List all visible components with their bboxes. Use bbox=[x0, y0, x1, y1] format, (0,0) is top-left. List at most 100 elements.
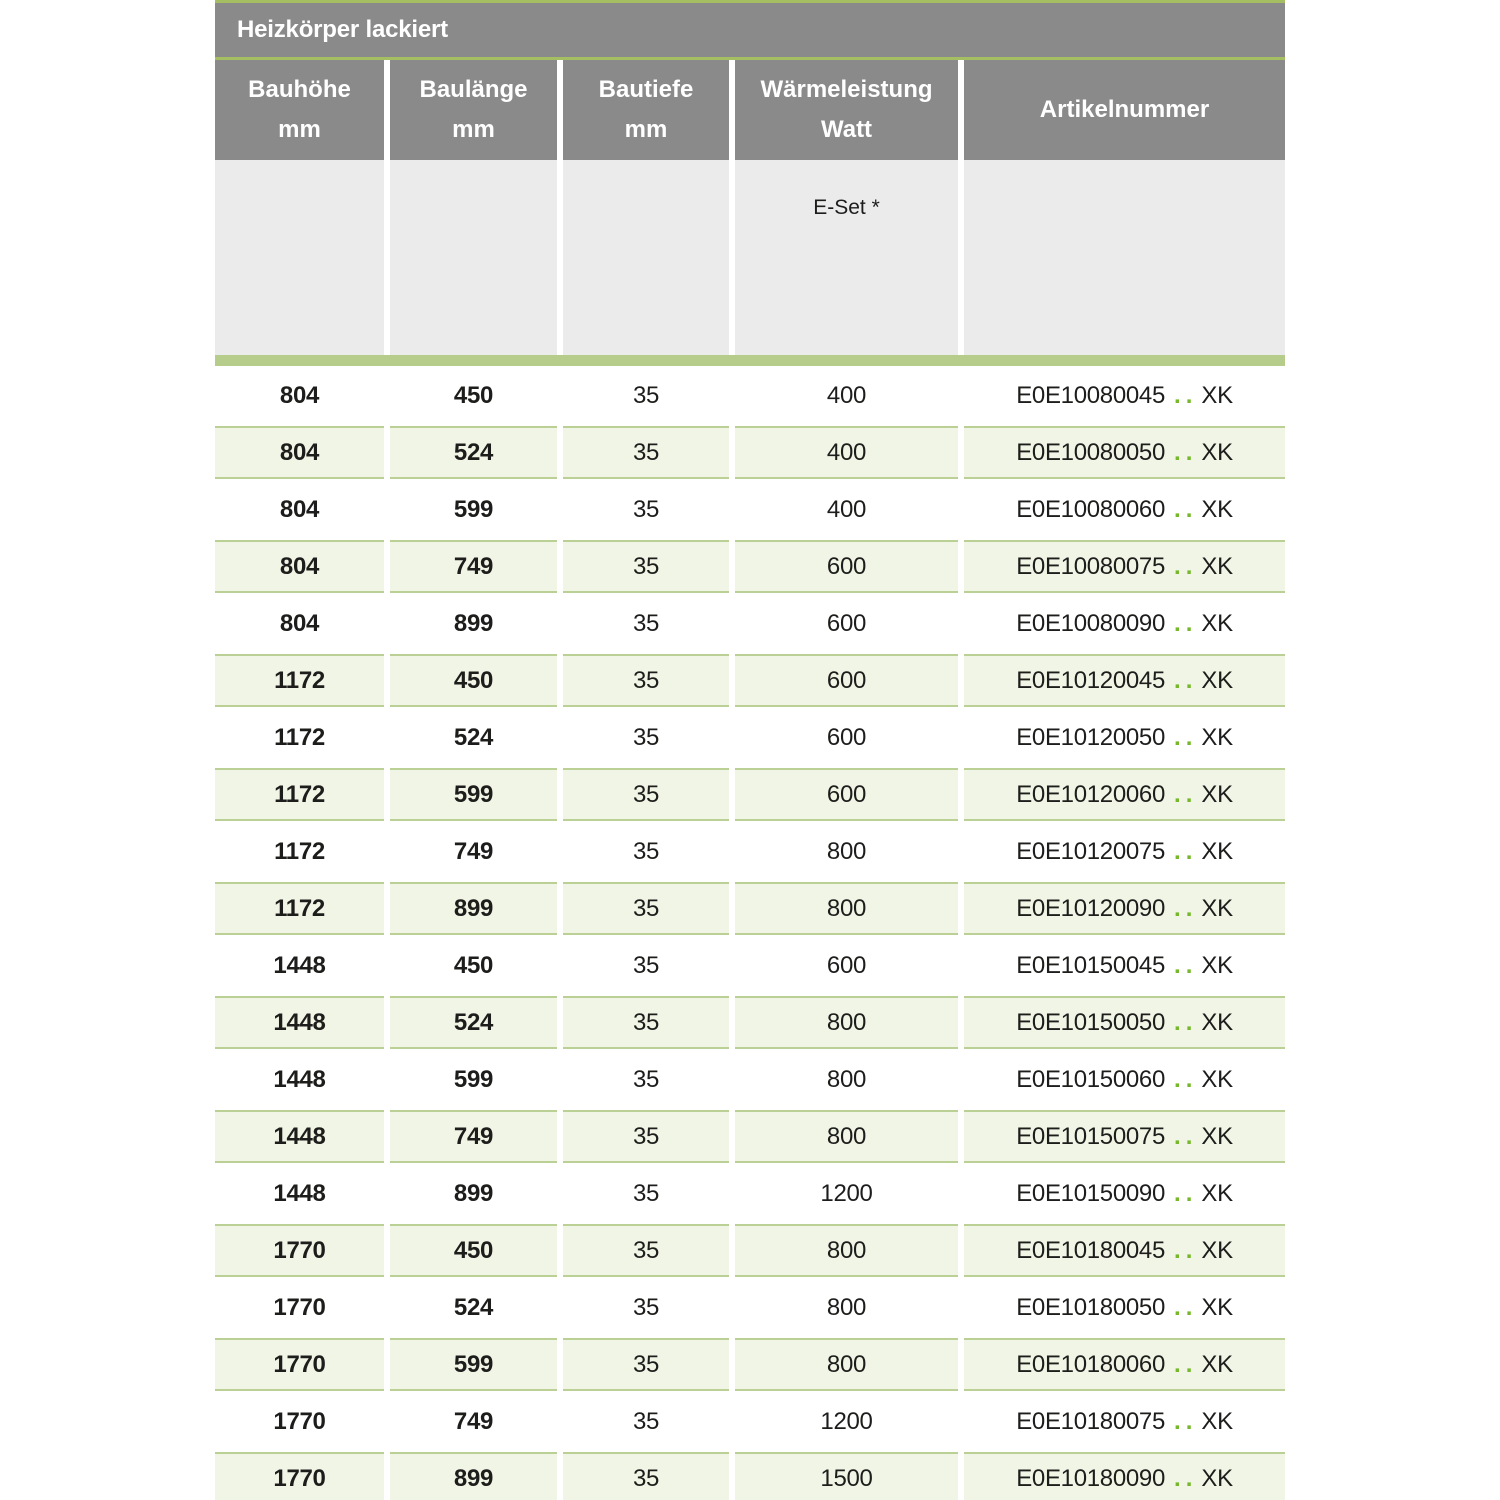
cell-artikelnummer: E0E10150060.. XK bbox=[964, 1053, 1285, 1106]
table-row: 1448 899 35 1200 E0E10150090.. XK bbox=[215, 1167, 1285, 1220]
artikel-prefix: E0E10180075 bbox=[1016, 1407, 1166, 1435]
cell-artikelnummer: E0E10180075.. XK bbox=[964, 1395, 1285, 1448]
artikel-prefix: E0E10080090 bbox=[1016, 609, 1166, 637]
cell-baulaenge: 450 bbox=[390, 939, 557, 992]
cell-bautiefe: 35 bbox=[563, 882, 729, 935]
artikel-placeholder-dots: .. bbox=[1174, 438, 1198, 466]
cell-bauhoehe: 1448 bbox=[215, 939, 384, 992]
cell-bauhoehe: 1448 bbox=[215, 996, 384, 1049]
cell-bautiefe: 35 bbox=[563, 1452, 729, 1500]
subheader-cell bbox=[215, 160, 384, 355]
cell-waermeleistung: 600 bbox=[735, 654, 958, 707]
cell-bauhoehe: 804 bbox=[215, 426, 384, 479]
cell-baulaenge: 599 bbox=[390, 1338, 557, 1391]
cell-baulaenge: 450 bbox=[390, 1224, 557, 1277]
artikel-prefix: E0E10180045 bbox=[1016, 1236, 1166, 1264]
cell-artikelnummer: E0E10080045.. XK bbox=[964, 369, 1285, 422]
header-bottom-accent-bar bbox=[215, 355, 1285, 366]
artikel-prefix: E0E10120090 bbox=[1016, 894, 1166, 922]
artikel-placeholder-dots: .. bbox=[1174, 552, 1198, 580]
artikel-prefix: E0E10150045 bbox=[1016, 951, 1166, 979]
subheader-row: E-Set * bbox=[215, 160, 1285, 355]
cell-artikelnummer: E0E10120060.. XK bbox=[964, 768, 1285, 821]
cell-bauhoehe: 804 bbox=[215, 540, 384, 593]
column-header-unit: Watt bbox=[820, 116, 873, 143]
cell-bauhoehe: 1448 bbox=[215, 1110, 384, 1163]
cell-artikelnummer: E0E10150045.. XK bbox=[964, 939, 1285, 992]
artikel-placeholder-dots: .. bbox=[1174, 1407, 1198, 1435]
column-header-baulaenge: Baulänge mm bbox=[390, 60, 557, 160]
cell-bautiefe: 35 bbox=[563, 768, 729, 821]
artikel-placeholder-dots: .. bbox=[1174, 1179, 1198, 1207]
artikel-suffix: XK bbox=[1201, 951, 1233, 979]
header-row: Bauhöhe mm Baulänge mm Bautiefe mm Wärme… bbox=[215, 60, 1285, 160]
table-body: 804 450 35 400 E0E10080045.. XK 804 524 35 400 E0E… bbox=[215, 369, 1285, 1500]
table-row: 1172 749 35 800 E0E10120075.. XK bbox=[215, 825, 1285, 878]
cell-baulaenge: 899 bbox=[390, 1452, 557, 1500]
artikel-placeholder-dots: .. bbox=[1174, 951, 1198, 979]
artikel-prefix: E0E10080050 bbox=[1016, 438, 1166, 466]
cell-bautiefe: 35 bbox=[563, 1338, 729, 1391]
table-title-bar: Heizkörper lackiert bbox=[215, 3, 1285, 57]
table-row: 1770 599 35 800 E0E10180060.. XK bbox=[215, 1338, 1285, 1391]
column-header-bautiefe: Bautiefe mm bbox=[563, 60, 729, 160]
subheader-cell-eset: E-Set * bbox=[735, 160, 958, 355]
artikel-placeholder-dots: .. bbox=[1174, 1293, 1198, 1321]
cell-artikelnummer: E0E10080060.. XK bbox=[964, 483, 1285, 536]
cell-baulaenge: 899 bbox=[390, 882, 557, 935]
artikel-placeholder-dots: .. bbox=[1174, 780, 1198, 808]
cell-waermeleistung: 600 bbox=[735, 711, 958, 764]
artikel-placeholder-dots: .. bbox=[1174, 1008, 1198, 1036]
cell-baulaenge: 524 bbox=[390, 711, 557, 764]
table-row: 1172 599 35 600 E0E10120060.. XK bbox=[215, 768, 1285, 821]
cell-bauhoehe: 1770 bbox=[215, 1281, 384, 1334]
cell-bauhoehe: 1172 bbox=[215, 825, 384, 878]
artikel-placeholder-dots: .. bbox=[1174, 1065, 1198, 1093]
cell-bautiefe: 35 bbox=[563, 711, 729, 764]
table-row: 804 749 35 600 E0E10080075.. XK bbox=[215, 540, 1285, 593]
cell-artikelnummer: E0E10080075.. XK bbox=[964, 540, 1285, 593]
table-row: 804 599 35 400 E0E10080060.. XK bbox=[215, 483, 1285, 536]
artikel-prefix: E0E10120075 bbox=[1016, 837, 1166, 865]
column-header-label: Wärmeleistung bbox=[760, 76, 933, 103]
cell-waermeleistung: 800 bbox=[735, 1110, 958, 1163]
artikel-placeholder-dots: .. bbox=[1174, 1236, 1198, 1264]
artikel-suffix: XK bbox=[1201, 837, 1233, 865]
column-header-label: Baulänge bbox=[419, 76, 528, 103]
cell-bauhoehe: 1172 bbox=[215, 882, 384, 935]
cell-waermeleistung: 800 bbox=[735, 825, 958, 878]
artikel-prefix: E0E10150090 bbox=[1016, 1179, 1166, 1207]
cell-waermeleistung: 1200 bbox=[735, 1395, 958, 1448]
artikel-prefix: E0E10180050 bbox=[1016, 1293, 1166, 1321]
cell-baulaenge: 749 bbox=[390, 825, 557, 878]
cell-artikelnummer: E0E10080050.. XK bbox=[964, 426, 1285, 479]
cell-waermeleistung: 800 bbox=[735, 1281, 958, 1334]
column-header-label: Bauhöhe bbox=[248, 76, 351, 103]
cell-waermeleistung: 400 bbox=[735, 426, 958, 479]
table-title: Heizkörper lackiert bbox=[237, 16, 448, 43]
title-separator-line bbox=[215, 57, 1285, 60]
table-row: 804 450 35 400 E0E10080045.. XK bbox=[215, 369, 1285, 422]
table-row: 804 524 35 400 E0E10080050.. XK bbox=[215, 426, 1285, 479]
cell-baulaenge: 450 bbox=[390, 654, 557, 707]
artikel-suffix: XK bbox=[1201, 1464, 1233, 1492]
artikel-placeholder-dots: .. bbox=[1174, 1464, 1198, 1492]
product-table: Heizkörper lackiert Bauhöhe mm Baulänge … bbox=[215, 0, 1285, 1500]
cell-baulaenge: 524 bbox=[390, 1281, 557, 1334]
cell-bautiefe: 35 bbox=[563, 540, 729, 593]
column-header-bauhoehe: Bauhöhe mm bbox=[215, 60, 384, 160]
artikel-placeholder-dots: .. bbox=[1174, 1350, 1198, 1378]
table-row: 1770 450 35 800 E0E10180045.. XK bbox=[215, 1224, 1285, 1277]
artikel-suffix: XK bbox=[1201, 381, 1233, 409]
cell-artikelnummer: E0E10120075.. XK bbox=[964, 825, 1285, 878]
cell-artikelnummer: E0E10150050.. XK bbox=[964, 996, 1285, 1049]
artikel-placeholder-dots: .. bbox=[1174, 1122, 1198, 1150]
cell-bautiefe: 35 bbox=[563, 1167, 729, 1220]
artikel-placeholder-dots: .. bbox=[1174, 495, 1198, 523]
cell-baulaenge: 899 bbox=[390, 1167, 557, 1220]
artikel-prefix: E0E10080045 bbox=[1016, 381, 1166, 409]
subheader-cell bbox=[390, 160, 557, 355]
artikel-prefix: E0E10180060 bbox=[1016, 1350, 1166, 1378]
artikel-placeholder-dots: .. bbox=[1174, 666, 1198, 694]
